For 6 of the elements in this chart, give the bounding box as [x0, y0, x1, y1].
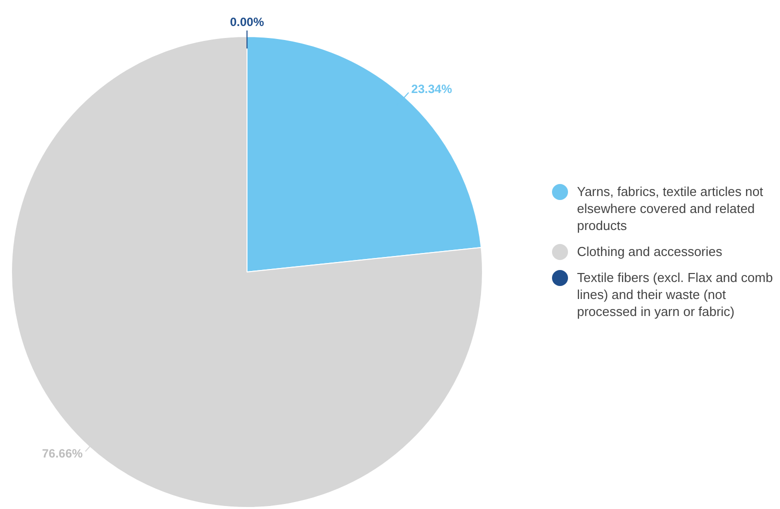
legend-label: Yarns, fabrics, textile articles not elsewhere covered and related products	[577, 183, 764, 234]
data-label: 76.66%	[42, 446, 84, 461]
legend-label: Clothing and accessories	[577, 243, 722, 260]
text: 0.00%	[230, 14, 264, 29]
data-label: 23.34%	[411, 82, 452, 96]
legend-label: Textile fibers (excl. Flax and comb lines) and their waste (not processed in yarn or fabric)	[577, 269, 774, 320]
